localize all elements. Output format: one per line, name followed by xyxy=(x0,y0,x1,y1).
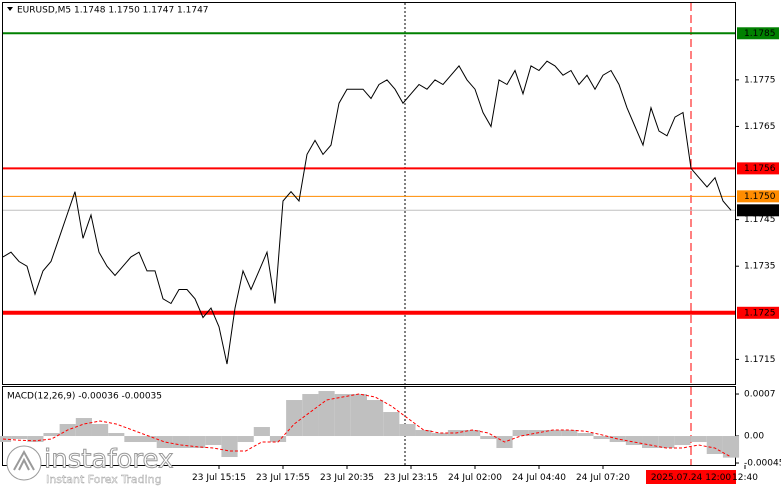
macd-bar xyxy=(156,436,173,449)
watermark-slogan: Instant Forex Trading xyxy=(46,473,162,486)
y-tick-label: -0.00045 xyxy=(744,459,781,469)
macd-bar xyxy=(383,412,400,437)
dropdown-icon xyxy=(7,7,13,11)
macd-bar xyxy=(658,436,675,449)
macd-bar xyxy=(544,430,562,437)
macd-bar xyxy=(722,436,740,458)
macd-bar xyxy=(91,424,109,437)
logo-mark xyxy=(13,449,35,471)
price-line xyxy=(2,60,732,365)
macd-bar xyxy=(480,436,497,440)
macd-bar xyxy=(593,436,610,440)
y-tick-label: 1.1765 xyxy=(744,122,776,132)
macd-bar xyxy=(577,433,594,437)
macd-bar xyxy=(221,436,238,458)
level-label: 1.1756 xyxy=(744,164,776,174)
y-tick-label: 0.00 xyxy=(744,432,764,442)
macd-bar xyxy=(75,418,92,437)
macd-bar xyxy=(237,436,254,443)
x-tick-label: 2025.07.24 12:00 xyxy=(651,473,732,483)
macd-bar xyxy=(350,394,367,437)
macd-bar xyxy=(302,394,319,437)
macd-bar xyxy=(286,400,303,437)
level-box xyxy=(737,204,779,217)
x-tick-highlight xyxy=(646,470,736,484)
y-tick-label: 0.0007 xyxy=(744,390,776,400)
macd-bar xyxy=(269,436,287,443)
x-tick-label: 24 Jul 02:00 xyxy=(448,473,502,483)
level-box xyxy=(737,190,779,203)
macd-bar xyxy=(11,436,28,440)
macd-bar xyxy=(367,400,384,437)
y-tick-label: 1.1735 xyxy=(744,262,776,272)
y-tick-label: 1.1715 xyxy=(744,355,776,365)
macd-bar xyxy=(561,430,578,437)
macd-bar xyxy=(399,424,416,437)
macd-bar xyxy=(43,433,60,437)
macd-bar xyxy=(642,436,659,449)
level-label: 1.1747 xyxy=(744,206,776,216)
macd-bar xyxy=(189,436,206,449)
macd-bar xyxy=(27,436,44,443)
level-label: 1.1785 xyxy=(744,29,776,39)
macd-title: MACD(12,26,9) -0.00036 -0.00035 xyxy=(7,392,162,402)
macd-bar xyxy=(140,436,157,443)
y-tick-label: 1.1775 xyxy=(744,75,776,85)
x-tick-label: 23 Jul 23:15 xyxy=(384,473,438,483)
x-tick-label: 23 Jul 17:55 xyxy=(256,473,310,483)
x-tick-label: 24 Jul 04:40 xyxy=(512,473,566,483)
signal-line xyxy=(2,393,732,458)
price-pane xyxy=(2,2,736,385)
watermark-brand: instaforex xyxy=(44,445,173,475)
watermark: instaforex Instant Forex Trading xyxy=(6,444,174,486)
macd-bar xyxy=(205,436,222,446)
macd-bar xyxy=(334,394,351,437)
macd-bar xyxy=(464,430,481,437)
x-tick-label: 23 Jul 20:35 xyxy=(320,473,374,483)
macd-bar xyxy=(253,427,270,437)
level-label: 1.1725 xyxy=(744,308,776,318)
macd-bar xyxy=(124,436,141,443)
macd-bar xyxy=(318,391,335,437)
macd-pane xyxy=(2,386,736,466)
chart-title: EURUSD,M5 1.1748 1.1750 1.1747 1.1747 xyxy=(17,6,209,16)
macd-bar xyxy=(706,436,723,455)
logo xyxy=(6,445,42,481)
level-box xyxy=(737,27,779,40)
macd-bar xyxy=(415,430,432,437)
x-tick-label: 23 Jul 15:15 xyxy=(192,473,246,483)
macd-bar xyxy=(431,433,448,437)
macd-bar xyxy=(108,433,125,437)
macd-bar xyxy=(690,436,707,443)
macd-bar xyxy=(625,436,643,446)
x-tick-label: 12:40 xyxy=(732,473,758,483)
x-tick-label: 24 Jul 07:20 xyxy=(576,473,630,483)
macd-bar xyxy=(512,430,529,437)
level-label: 1.1750 xyxy=(744,192,776,202)
y-tick-label: 1.1745 xyxy=(744,215,776,225)
macd-bar xyxy=(172,436,190,449)
level-box xyxy=(737,306,779,319)
level-box xyxy=(737,162,779,175)
macd-bar xyxy=(674,436,691,446)
